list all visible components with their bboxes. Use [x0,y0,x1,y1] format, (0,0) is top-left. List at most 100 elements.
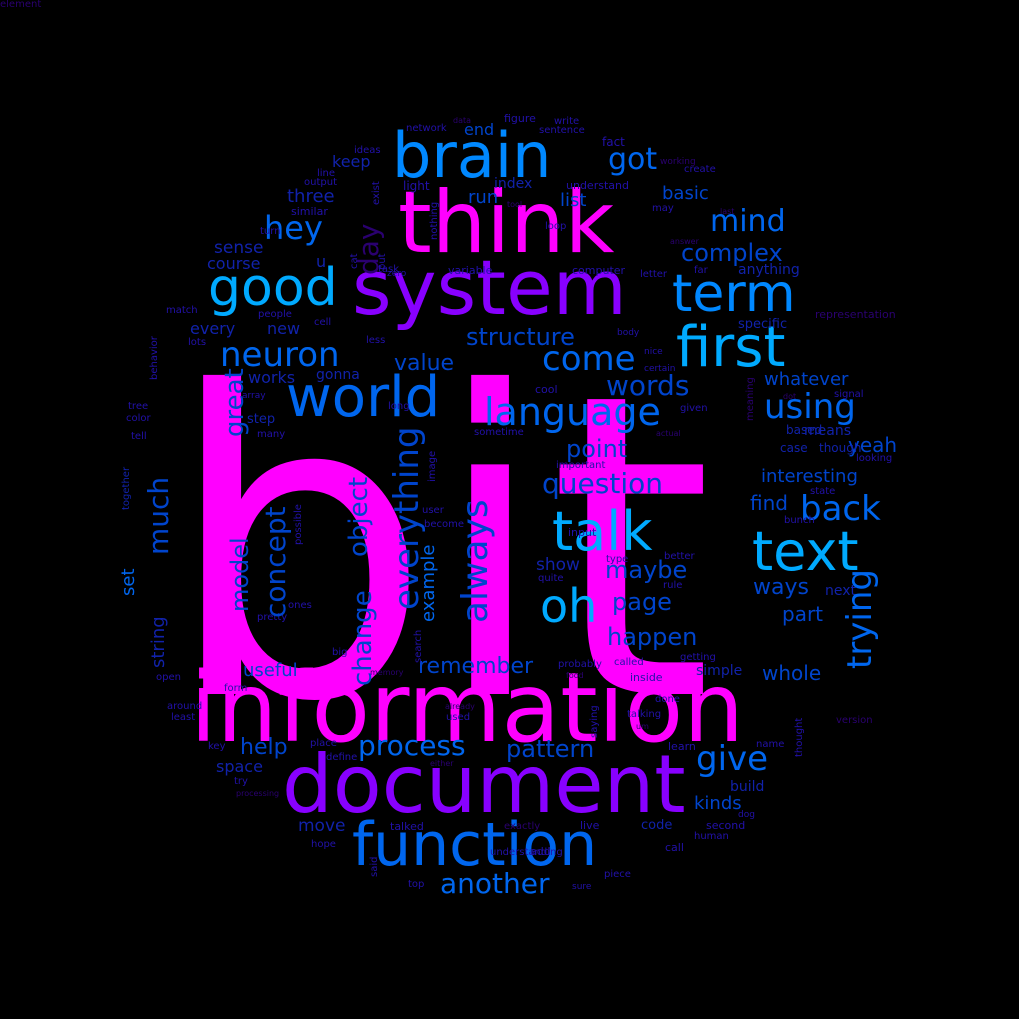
word-become: become [424,519,465,530]
word-output: output [304,177,337,188]
word-string: string [148,616,169,668]
word-add: add [530,845,551,858]
word-yeah: yeah [848,433,898,457]
word-three: three [287,186,335,207]
word-complex: complex [681,239,783,267]
word-probably: probably [558,659,602,670]
word-ways: ways [753,575,809,600]
word-memory: memory [370,668,404,677]
word-got: got [608,142,658,177]
word-may: may [652,203,674,214]
word-new: new [267,319,301,338]
word-second: second [706,819,746,832]
word-representation: representation [815,308,896,321]
word-kinds: kinds [694,793,742,814]
word-example: example [418,544,439,622]
word-human: human [694,831,729,842]
word-form: form [224,683,248,694]
word-think: think [398,173,615,273]
word-said: said [369,856,380,877]
word-user: user [422,505,444,516]
word-used: used [446,712,471,723]
word-saying: saying [589,705,600,738]
word-term: term [672,264,796,324]
word-great: great [220,368,250,437]
word-cell: cell [314,317,332,328]
word-always: always [455,499,496,623]
word-key: key [208,741,226,752]
word-words: words [606,369,690,402]
word-body: body [617,328,640,338]
word-possible: possible [293,504,304,545]
word-line: line [317,168,336,179]
word-array: array [242,391,266,401]
word-back: back [800,489,881,529]
word-works: works [248,368,296,387]
word-interesting: interesting [761,466,858,487]
word-looking: looking [856,453,893,464]
word-find: find [750,491,788,515]
word-loop: loop [545,221,567,232]
word-try: try [234,776,248,787]
word-quite: quite [538,573,564,584]
word-data: data [453,116,472,125]
word-light: light [403,179,430,193]
word-give: give [696,739,769,779]
word-name: name [756,739,785,750]
word-food: food [566,671,584,680]
word-variable: variable [448,264,493,277]
word-sure: sure [572,882,592,892]
word-signal: signal [834,389,864,400]
word-either: either [430,759,454,768]
word-pattern: pattern [506,735,595,763]
word-structure: structure [466,323,575,351]
word-oh: oh [540,579,598,633]
word-u: u [316,252,327,271]
word-good: good [208,258,338,318]
word-hey: hey [264,209,323,247]
word-inside: inside [630,671,663,684]
word-run: run [468,187,499,208]
word-question: question [542,467,663,500]
word-important: important [556,460,606,471]
word-whatever: whatever [764,369,849,390]
word-element: element [0,0,42,10]
word-cat: cat [349,253,360,269]
word-state: state [810,486,836,497]
word-basic: basic [662,183,709,204]
word-neuron: neuron [220,335,340,375]
word-live: live [580,819,600,832]
word-understand: understand [566,179,629,192]
word-based: based [786,423,823,437]
word-happen: happen [607,623,698,651]
word-every: every [190,319,236,338]
word-step: step [247,412,276,427]
word-nice: nice [644,347,663,357]
word-model: model [226,537,254,612]
word-hope: hope [311,839,336,850]
word-pretty: pretty [257,612,288,623]
word-tree: tree [128,401,149,412]
word-meaning: meaning [745,377,756,421]
word-keep: keep [332,152,371,171]
word-far: far [694,265,708,276]
word-processing: processing [236,789,280,798]
word-nothing: nothing [429,201,440,240]
word-information: information [190,652,745,764]
word-around: around [167,701,203,712]
word-process: process [358,729,466,762]
word-ones: ones [288,600,312,611]
word-bunch: bunch [784,515,815,526]
word-better: better [664,551,695,562]
word-call: call [665,841,684,854]
word-system: system [352,243,627,332]
word-space: space [216,757,263,776]
word-dot: dot [783,392,797,401]
word-using: using [764,387,856,427]
word-course: course [207,254,261,273]
word-fact: fact [602,135,625,149]
word-bit: bit [165,305,713,794]
word-index: index [494,176,533,192]
word-another: another [440,867,550,900]
